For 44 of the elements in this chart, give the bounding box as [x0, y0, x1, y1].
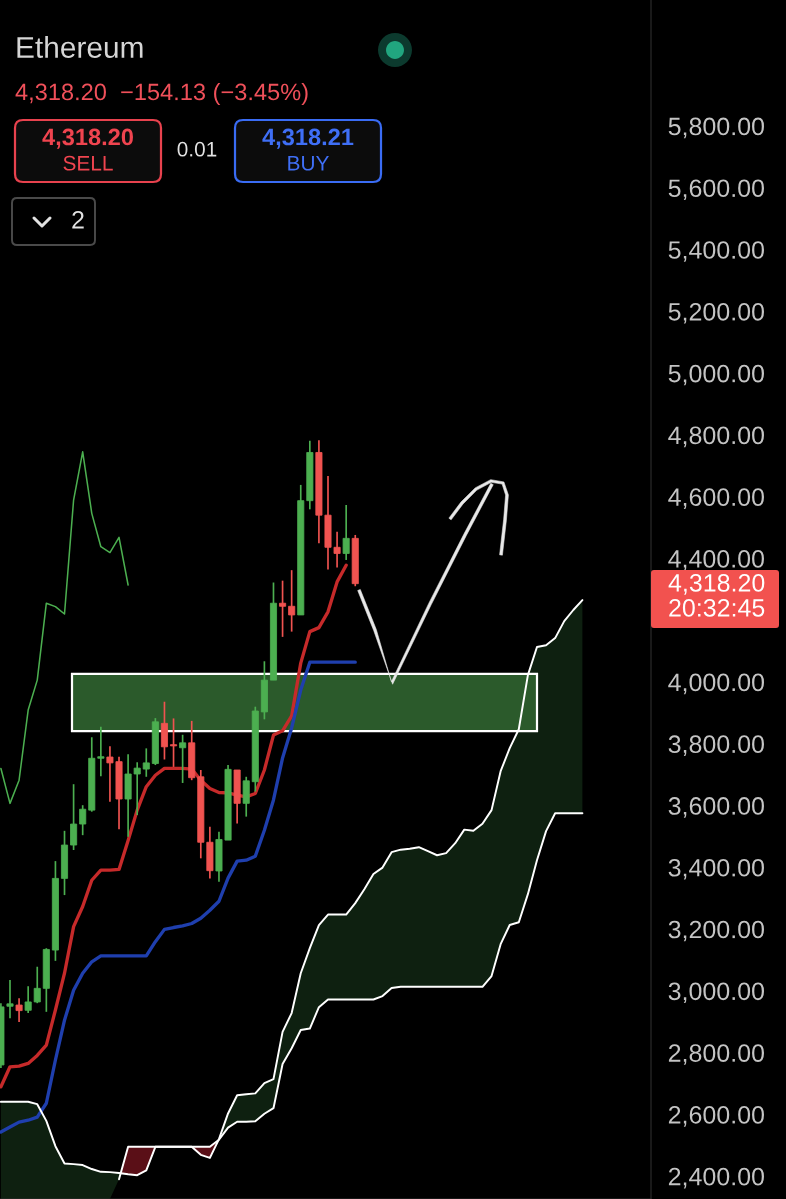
candlestick — [179, 733, 187, 784]
y-tick-label: 5,400.00 — [668, 241, 764, 262]
candlestick — [279, 579, 287, 638]
candlestick — [160, 700, 168, 761]
candlestick — [142, 747, 150, 778]
y-tick-label: 2,800.00 — [668, 1044, 764, 1065]
y-tick-label: 3,600.00 — [668, 797, 764, 818]
annotation: 4,318.20 — [42, 128, 133, 149]
line-series — [0, 451, 129, 805]
y-tick-label: 4,800.00 — [668, 426, 764, 448]
y-tick-label: 3,800.00 — [668, 735, 764, 756]
candlestick — [288, 569, 296, 633]
y-tick-label: 4,400.00 — [668, 550, 764, 571]
annotation: 0.01 — [177, 141, 217, 157]
candlestick — [242, 775, 250, 818]
annotation: 4,318.21 — [262, 128, 354, 149]
y-tick-label: 5,200.00 — [668, 302, 764, 324]
annotation: SELL — [63, 155, 113, 171]
y-tick-label: 3,200.00 — [668, 920, 764, 942]
line-series — [0, 599, 584, 1177]
y-tick-label: 5,600.00 — [668, 179, 764, 201]
y-tick-label: 5,000.00 — [668, 364, 764, 386]
candlestick — [342, 504, 350, 561]
candlestick — [79, 804, 87, 836]
y-tick-label: 2,400.00 — [668, 1167, 764, 1189]
candlestick — [33, 965, 41, 1005]
y-tick-label: 5,800.00 — [668, 117, 764, 139]
text: 4,318.20 — [668, 574, 765, 595]
y-tick-label: 3,400.00 — [668, 858, 764, 880]
annotation: BUY — [288, 156, 329, 171]
candlestick — [15, 997, 23, 1023]
y-tick-label: 3,000.00 — [668, 982, 764, 1004]
text: Ethereum — [17, 36, 143, 59]
line-series — [0, 660, 357, 1134]
text: 4,318.20 −154.13 (−3.45%) — [15, 83, 308, 105]
y-tick-label: 4,000.00 — [668, 673, 764, 695]
candlestick — [70, 783, 78, 851]
y-tick-label: 4,600.00 — [668, 488, 764, 509]
candlestick — [24, 985, 32, 1014]
y-tick-label: 2,600.00 — [668, 1105, 764, 1127]
candlestick — [170, 717, 178, 768]
text: 20:32:45 — [669, 599, 765, 617]
line-series — [0, 563, 348, 1089]
annotation: 2 — [72, 211, 84, 229]
